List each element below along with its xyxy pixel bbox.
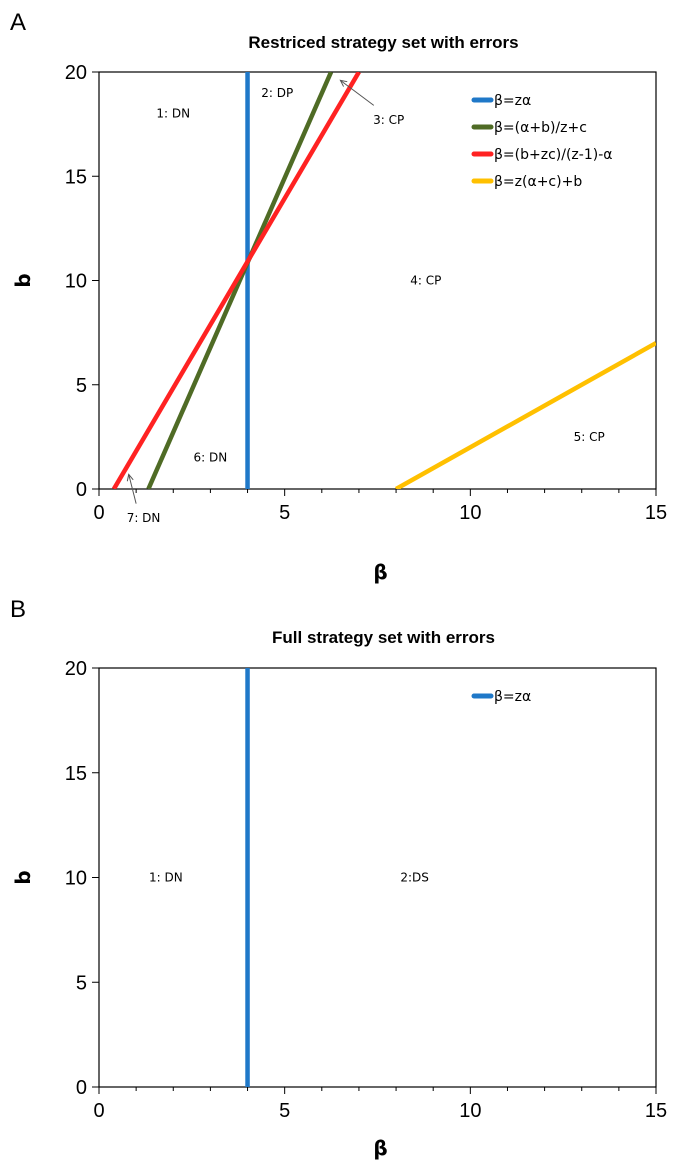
y-tick-label: 15 [65,763,87,785]
region-label: 7: DN [127,511,161,525]
y-tick-label: 20 [65,62,87,84]
y-tick-label: 20 [65,658,87,680]
x-tick-label: 15 [645,502,667,524]
chart-title: Restriced strategy set with errors [248,33,518,52]
annotation-arrow-head [339,79,348,87]
region-label: 1: DN [149,871,183,885]
x-axis-label: β [373,560,387,584]
panel-letter: A [10,9,26,36]
y-tick-label: 15 [65,166,87,188]
y-tick-label: 10 [65,868,87,890]
y-tick-label: 0 [76,479,87,501]
annotation-arrow-head [126,473,134,482]
x-tick-label: 0 [93,502,104,524]
series-group [111,72,656,489]
legend-label-4: β=z(α+c)+b [494,174,582,190]
y-tick-label: 5 [76,375,87,397]
x-tick-label: 10 [459,502,481,524]
region-label: 6: DN [194,451,228,465]
region-label: 2:DS [400,871,429,885]
region-label: 4: CP [410,274,441,288]
y-tick-label: 10 [65,271,87,293]
x-tick-label: 15 [645,1100,667,1122]
y-axis-label: b [11,870,35,884]
region-label: 1: DN [156,107,190,121]
chart-title: Full strategy set with errors [272,628,495,647]
region-label: 5: CP [574,430,605,444]
annotation-arrow-line [128,474,137,504]
y-axis-label: b [11,273,35,287]
x-tick-label: 5 [279,1100,290,1122]
chart-panel-b: B Full strategy set with errors 0 5 10 15 0 5 10… [10,596,667,1160]
x-axis-label: β [373,1136,387,1160]
region-label: 3: CP [373,113,404,127]
panel-letter: B [10,596,26,623]
series-line-4 [394,341,656,489]
x-tick-label: 10 [459,1100,481,1122]
chart-panel-a: A Restriced strategy set with errors 0 5 10 1… [10,9,667,584]
series-line-3 [111,72,361,489]
y-tick-label: 0 [76,1077,87,1099]
x-tick-label: 5 [279,502,290,524]
legend-label-1: β=zα [494,93,531,109]
series-line-2 [146,72,334,489]
region-label: 2: DP [261,86,293,100]
x-tick-label: 0 [93,1100,104,1122]
y-tick-label: 5 [76,972,87,994]
legend-label-1: β=zα [494,689,531,705]
legend-label-2: β=(α+b)/z+c [494,120,587,136]
legend-label-3: β=(b+zc)/(z-1)-α [494,147,612,163]
annotation-arrow-line [340,79,375,106]
